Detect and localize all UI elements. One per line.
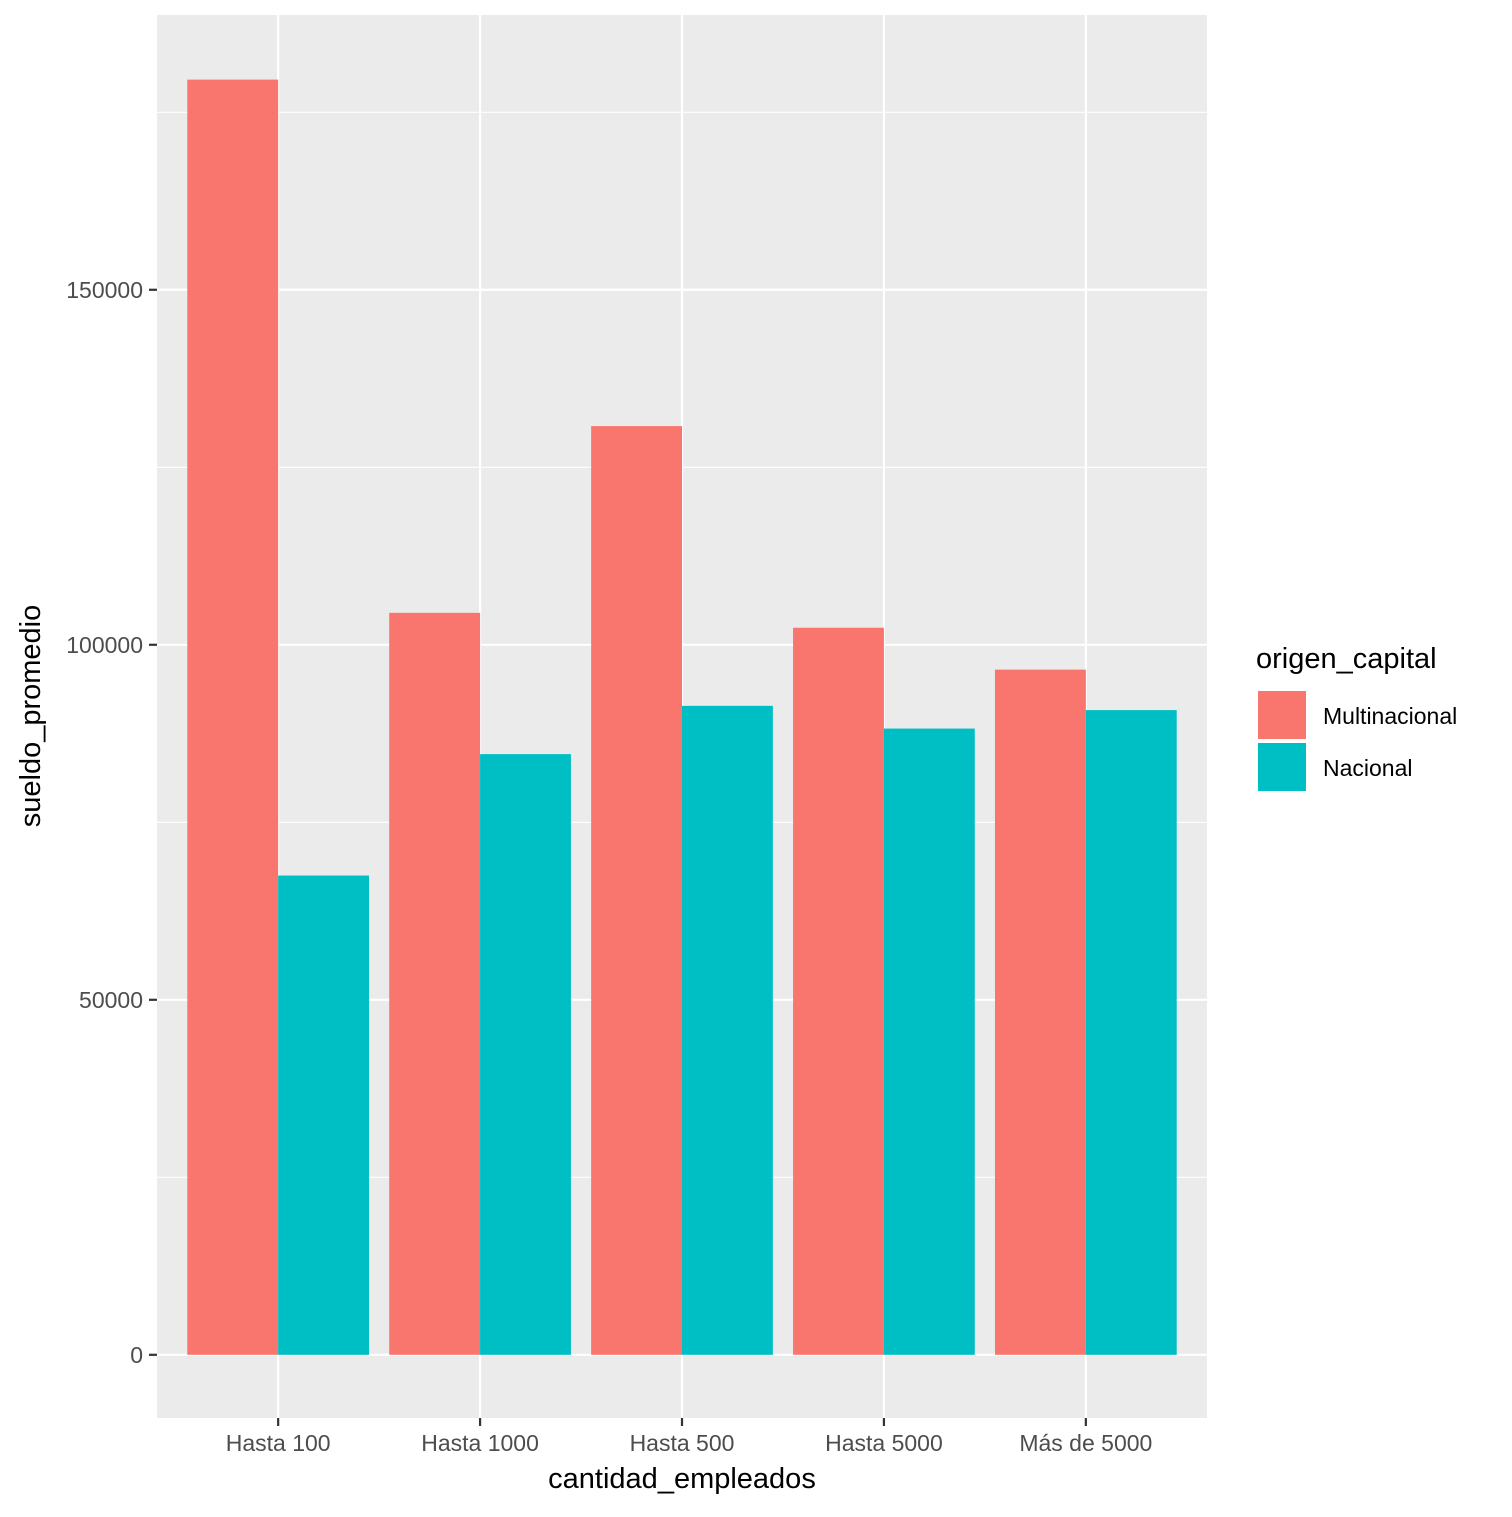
legend-title: origen_capital: [1256, 643, 1437, 675]
bar-multinacional: [389, 612, 481, 1355]
x-tick-label: Hasta 5000: [825, 1430, 943, 1456]
bar-nacional: [278, 875, 370, 1355]
bar-multinacional: [591, 426, 682, 1355]
bar-nacional: [682, 705, 773, 1355]
legend-label: Nacional: [1323, 755, 1413, 781]
x-tick-label: Hasta 100: [226, 1430, 331, 1456]
axes: 0 50000 100000 150000 Hasta 100 Hasta 1000 Has…: [66, 277, 1152, 1456]
bar-nacional: [1085, 710, 1177, 1355]
y-tick-label: 100000: [66, 632, 143, 658]
bars: [187, 79, 1177, 1355]
x-axis-title: cantidad_empleados: [548, 1463, 816, 1495]
x-tick-label: Hasta 500: [630, 1430, 735, 1456]
x-tick-label: Más de 5000: [1019, 1430, 1152, 1456]
y-tick-label: 150000: [66, 277, 143, 303]
y-tick-label: 0: [130, 1342, 143, 1368]
x-tick-label: Hasta 1000: [421, 1430, 539, 1456]
legend-swatch-multinacional: [1256, 689, 1308, 741]
legend-swatch-nacional: [1256, 741, 1308, 793]
bar-multinacional: [793, 627, 884, 1355]
bar-multinacional: [187, 79, 279, 1355]
bar-nacional: [883, 728, 975, 1355]
legend-label: Multinacional: [1323, 703, 1457, 729]
y-tick-label: 50000: [79, 987, 143, 1013]
y-axis-title: sueldo_promedio: [15, 605, 47, 827]
bar-nacional: [480, 754, 571, 1355]
legend: origen_capital Multinacional Nacional: [1256, 643, 1457, 793]
bar-multinacional: [994, 669, 1086, 1355]
